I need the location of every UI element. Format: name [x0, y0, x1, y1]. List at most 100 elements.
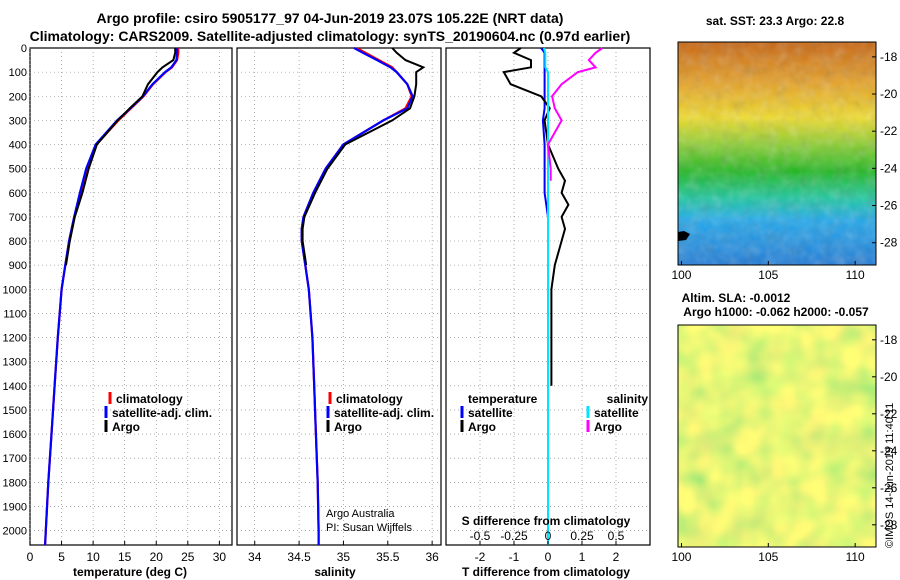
- salinity-plot-frame: [236, 47, 442, 546]
- series-line-argo: [301, 47, 426, 266]
- y-tick-label: 900: [9, 260, 27, 272]
- map-x-tick-label: 105: [758, 268, 778, 282]
- map-y-tick-label: -22: [880, 124, 898, 138]
- x-tick-label: 30: [213, 550, 227, 564]
- y-tick-label: 200: [9, 91, 27, 103]
- salinity-xlabel: salinity: [314, 565, 356, 579]
- y-tick-label: 400: [9, 140, 27, 152]
- map-y-tick-label: -28: [880, 236, 898, 250]
- legend-climatology-label: climatology: [116, 392, 183, 406]
- salinity-panel: 34 34.5 35 35.5 36 salinity climatology sate…: [236, 47, 442, 579]
- chart-title-line1: Argo profile: csiro 5905177_97 04-Jun-20…: [96, 10, 564, 26]
- x-tick-label: 2: [613, 550, 620, 564]
- legend-climatology-label: climatology: [336, 392, 403, 406]
- sst-texture: [678, 42, 876, 265]
- legend-s-satellite-label: satellite: [594, 406, 639, 420]
- x-tick-label: 35: [337, 550, 351, 564]
- x-tick-label: 5: [58, 550, 65, 564]
- y-tick-label: 1900: [3, 501, 27, 513]
- legend-satellite-label: satellite-adj. clim.: [334, 406, 434, 420]
- y-tick-label: 1200: [3, 333, 27, 345]
- y-tick-label: 2000: [3, 526, 27, 538]
- map-y-tick-label: -24: [880, 444, 898, 458]
- x-tick-label: 34.5: [287, 550, 311, 564]
- map-y-tick-label: -26: [880, 481, 898, 495]
- x-tick-label: 25: [181, 550, 195, 564]
- x-tick-label: 34: [248, 550, 262, 564]
- y-tick-label: 1800: [3, 477, 27, 489]
- x-tick-label: -2: [475, 550, 486, 564]
- x-tick-label: 0: [27, 550, 34, 564]
- legend-salinity-title: salinity: [607, 392, 649, 406]
- sla-field: [678, 325, 876, 547]
- map-y-tick-label: -24: [880, 161, 898, 175]
- secondary-x-tick-label: -0.5: [470, 529, 491, 543]
- map-x-tick-label: 110: [846, 268, 865, 282]
- imos-credit: ©IMOS 14-Jun-2019 11:40:11: [884, 403, 896, 548]
- map-y-tick-label: -20: [880, 87, 898, 101]
- series-line-argo: [65, 48, 177, 266]
- series-line-t-argo: [502, 47, 570, 386]
- y-tick-label: 800: [9, 236, 27, 248]
- secondary-x-tick-label: 0.5: [608, 529, 625, 543]
- series-line-s-satellite: [542, 47, 549, 545]
- map-x-tick-label: 110: [846, 550, 865, 564]
- map-y-tick-label: -28: [880, 518, 898, 532]
- y-tick-label: 600: [9, 188, 27, 200]
- legend-t-satellite-label: satellite: [468, 406, 513, 420]
- y-tick-label: 700: [9, 212, 27, 224]
- x-tick-label: 10: [86, 550, 100, 564]
- legend-argo-label: Argo: [112, 420, 140, 434]
- sla-map-subtitle: Argo h1000: -0.062 h2000: -0.057: [683, 305, 869, 319]
- map-x-tick-label: 100: [671, 550, 691, 564]
- credit-pi: PI: Susan Wijffels: [326, 522, 412, 534]
- map-y-tick-label: -26: [880, 199, 898, 213]
- difference-panel: -2 -1 0 1 2 -0.5 -0.25 0 0.25 0.5 S difference f…: [445, 47, 651, 579]
- secondary-x-tick-label: -0.25: [500, 529, 528, 543]
- legend-argo-label: Argo: [334, 420, 362, 434]
- x-tick-label: 15: [118, 550, 132, 564]
- s-difference-label: S difference from climatology: [462, 514, 631, 528]
- y-tick-label: 1700: [3, 453, 27, 465]
- y-tick-label: 300: [9, 115, 27, 127]
- y-tick-label: 1100: [3, 308, 27, 320]
- legend-satellite-label: satellite-adj. clim.: [112, 406, 212, 420]
- y-tick-label: 1400: [3, 381, 27, 393]
- credit-argo-australia: Argo Australia: [326, 508, 395, 520]
- x-tick-label: 1: [579, 550, 586, 564]
- chart-title-line2: Climatology: CARS2009. Satellite-adjuste…: [29, 28, 631, 44]
- sla-map-frame: [677, 324, 877, 548]
- sst-map-frame: [677, 41, 877, 266]
- x-tick-label: -1: [509, 550, 520, 564]
- y-tick-label: 0: [21, 43, 27, 55]
- map-y-tick-label: -18: [880, 50, 898, 64]
- map-y-tick-label: -22: [880, 407, 898, 421]
- map-y-tick-label: -18: [880, 333, 898, 347]
- x-tick-label: 36: [425, 550, 439, 564]
- x-tick-label: 20: [150, 550, 164, 564]
- series-line-satellite-adj-clim-: [300, 47, 414, 545]
- legend-temperature-title: temperature: [468, 392, 538, 406]
- temperature-panel: 0100200300400500600700800900100011001200…: [3, 43, 233, 579]
- y-tick-label: 1300: [3, 357, 27, 369]
- map-x-tick-label: 105: [758, 550, 778, 564]
- map-x-tick-label: 100: [671, 268, 691, 282]
- secondary-x-tick-label: 0: [545, 529, 552, 543]
- secondary-x-tick-label: 0.25: [570, 529, 594, 543]
- sla-map: Altim. SLA: -0.0012 Argo h1000: -0.062 h…: [671, 291, 897, 564]
- series-line-s-argo: [546, 47, 603, 181]
- sla-map-title: Altim. SLA: -0.0012: [682, 291, 791, 305]
- series-line-satellite-adj-clim-: [44, 48, 179, 546]
- t-difference-label: T difference from climatology: [462, 565, 630, 579]
- legend-t-argo-label: Argo: [468, 420, 496, 434]
- salinity-legend: climatology satellite-adj. clim. Argo: [326, 392, 434, 434]
- temperature-legend: climatology satellite-adj. clim. Argo: [104, 392, 212, 434]
- temperature-xlabel: temperature (deg C): [73, 565, 187, 579]
- y-tick-label: 100: [9, 67, 27, 79]
- y-tick-label: 1000: [3, 284, 27, 296]
- x-tick-label: 35.5: [376, 550, 400, 564]
- map-y-tick-label: -20: [880, 370, 898, 384]
- sst-no-data-patch: [678, 231, 690, 241]
- legend-s-argo-label: Argo: [594, 420, 622, 434]
